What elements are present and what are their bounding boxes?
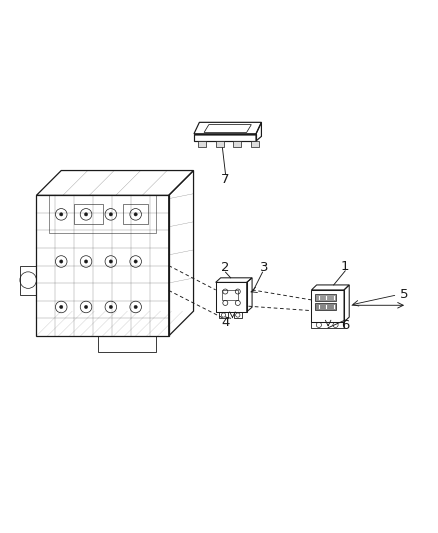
- Circle shape: [60, 305, 63, 309]
- Bar: [215, 141, 224, 147]
- Circle shape: [134, 213, 137, 216]
- Text: 4: 4: [221, 316, 230, 329]
- Circle shape: [60, 213, 63, 216]
- Bar: [315, 303, 336, 310]
- Circle shape: [85, 260, 88, 263]
- Text: 3: 3: [261, 261, 269, 274]
- Bar: [233, 141, 241, 147]
- Text: 1: 1: [341, 260, 350, 273]
- Circle shape: [134, 305, 137, 309]
- Circle shape: [109, 213, 113, 216]
- Text: 7: 7: [221, 173, 230, 186]
- Bar: [198, 141, 206, 147]
- Text: 2: 2: [221, 261, 230, 274]
- Circle shape: [134, 260, 137, 263]
- Circle shape: [109, 305, 113, 309]
- Text: 6: 6: [341, 319, 350, 332]
- Bar: [222, 290, 238, 300]
- Circle shape: [85, 305, 88, 309]
- Circle shape: [85, 213, 88, 216]
- Bar: [315, 294, 336, 301]
- Text: 5: 5: [400, 288, 408, 301]
- Circle shape: [60, 260, 63, 263]
- Bar: [74, 204, 102, 224]
- Circle shape: [109, 260, 113, 263]
- Bar: [123, 204, 148, 224]
- Bar: [251, 141, 259, 147]
